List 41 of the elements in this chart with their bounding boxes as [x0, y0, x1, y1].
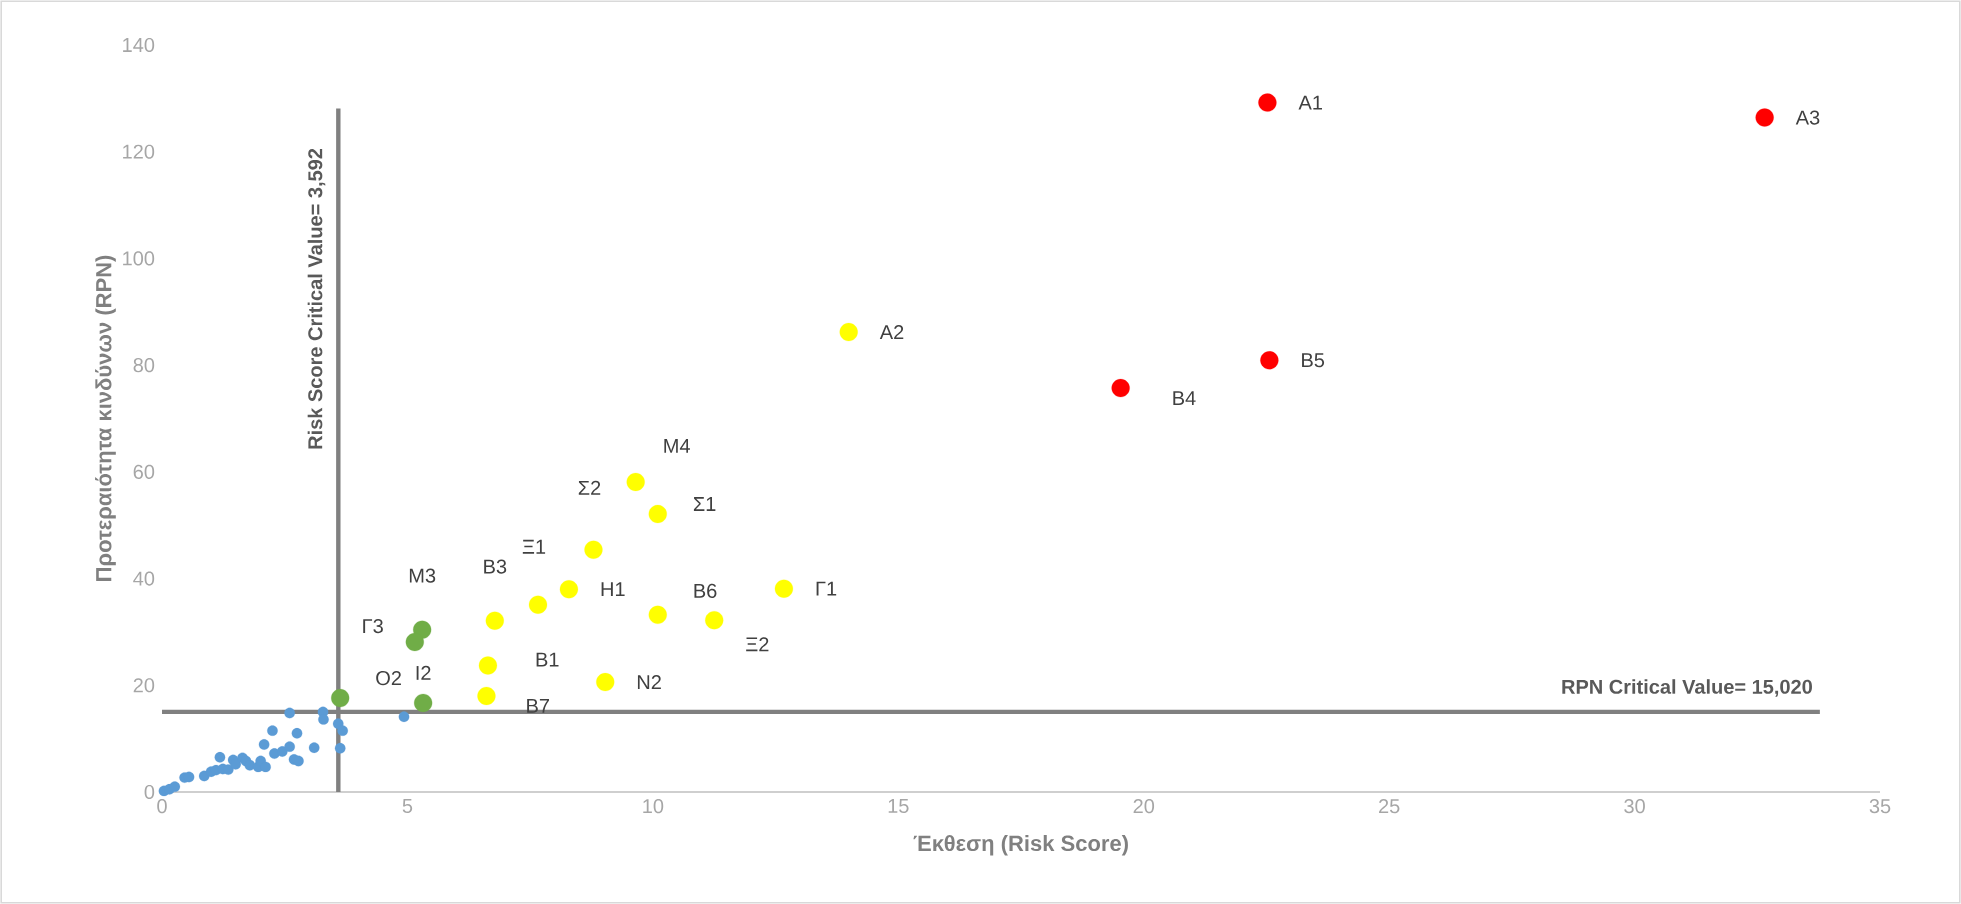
annotation: Ξ2: [746, 637, 769, 652]
ref-line-label: Risk Score Critical Value= 3,592: [307, 148, 326, 449]
x-tick-label: 30: [1624, 799, 1645, 814]
y-tick-label: 60: [133, 464, 155, 479]
x-tick-label: 0: [157, 799, 167, 814]
x-tick-label: 15: [888, 799, 909, 813]
annotation: Σ1: [693, 497, 716, 511]
annotation: B4: [1173, 391, 1196, 405]
annotation: M4: [664, 439, 690, 453]
annotation: Σ2: [578, 480, 601, 495]
annotation: B5: [1302, 353, 1325, 368]
annotation: A1: [1298, 95, 1322, 110]
annotation: A3: [1795, 110, 1820, 125]
annotation: B1: [536, 652, 559, 667]
annotation: I2: [416, 665, 431, 680]
annotation: O2: [376, 671, 401, 686]
y-tick-label: 100: [123, 251, 155, 266]
annotation: B7: [527, 699, 549, 713]
x-tick-label: 20: [1133, 799, 1155, 814]
y-tick-label: 20: [133, 678, 155, 693]
x-tick-label: 25: [1379, 799, 1400, 814]
x-axis-title: Έκθεση (Risk Score): [913, 834, 1128, 856]
annotation: N2: [637, 675, 661, 690]
annotation: B3: [484, 559, 507, 574]
y-tick-label: 80: [133, 358, 155, 373]
annotation: Ξ1: [522, 539, 546, 554]
ref-line-label: RPN Critical Value= 15,020: [1562, 679, 1812, 697]
x-tick-label: 10: [643, 799, 664, 814]
y-axis-title: Προτεραιότητα κινδύνων (RPN): [95, 255, 116, 581]
annotation: B6: [694, 583, 717, 598]
x-tick-label: 5: [402, 799, 413, 813]
y-tick-label: 140: [123, 37, 155, 53]
annotation: Γ1: [816, 581, 837, 596]
x-tick-label: 35: [1869, 799, 1891, 814]
annotation: Γ3: [363, 618, 383, 634]
annotation: A2: [879, 325, 904, 340]
y-tick-label: 0: [144, 784, 155, 800]
y-tick-label: 40: [133, 571, 155, 586]
y-tick-label: 120: [123, 144, 155, 159]
annotation: M3: [409, 568, 436, 583]
annotation: H1: [601, 582, 625, 597]
